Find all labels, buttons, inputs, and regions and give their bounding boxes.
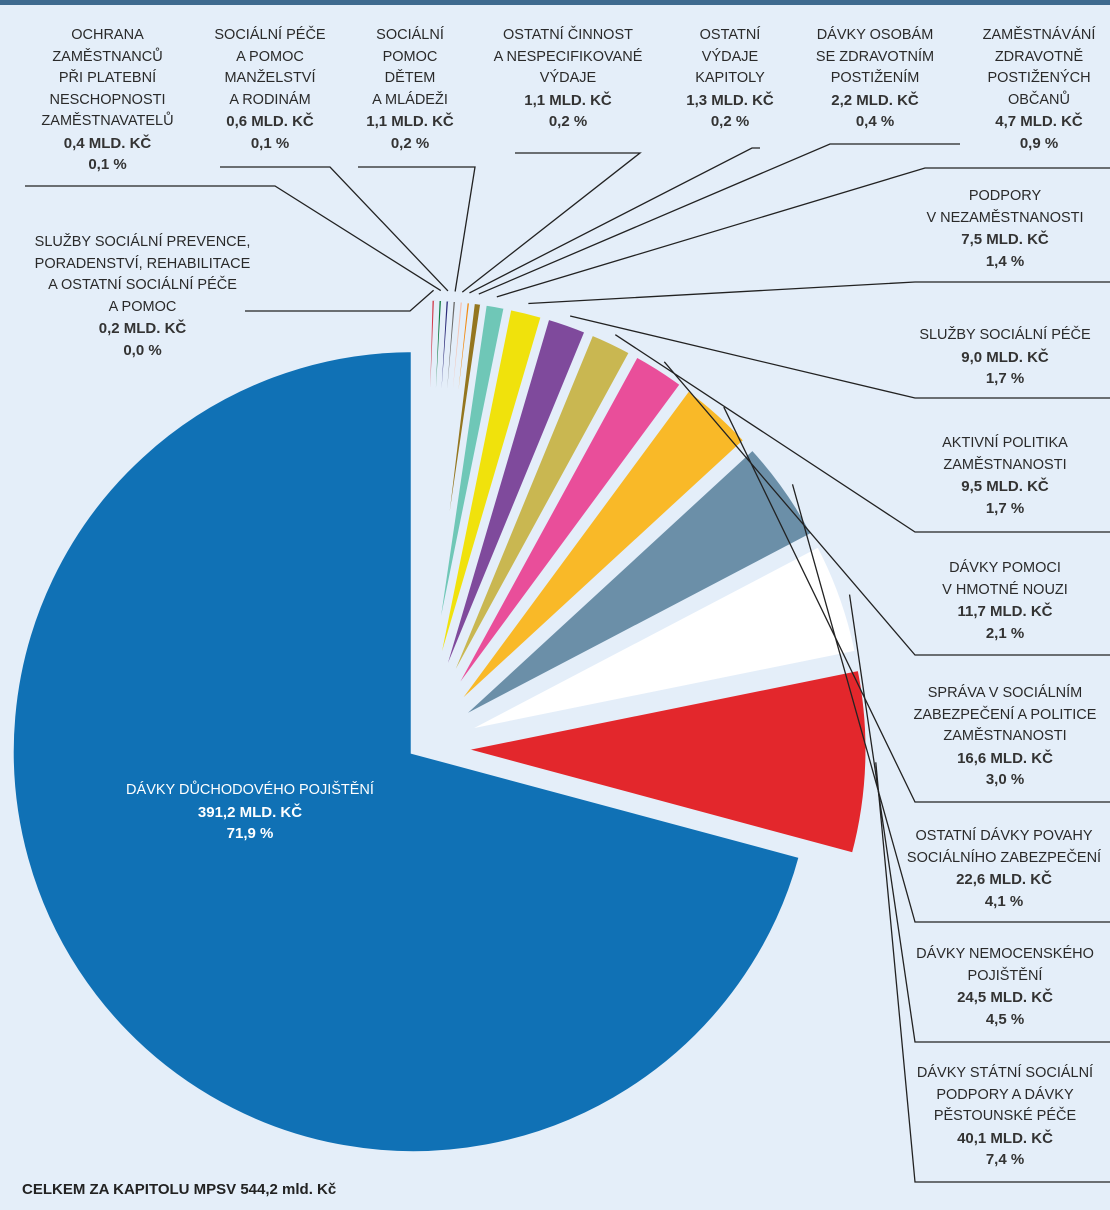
leader-line — [461, 152, 642, 293]
slice-value: 24,5 mld. Kč — [957, 989, 1053, 1006]
slice-label: AKTIVNÍ POLITIKA ZAMĚSTNANOSTI 9,5 mld. K… — [900, 433, 1110, 519]
slice-percent: 0,2 % — [548, 113, 588, 130]
slice-value: 391,2 mld. Kč — [197, 803, 303, 821]
slice-percent: 0,4 % — [855, 113, 895, 130]
pie-slice — [444, 384, 750, 719]
leader-line — [496, 167, 1110, 298]
slice-value: 16,6 mld. Kč — [957, 749, 1053, 767]
slice-label: SPRÁVA V SOCIÁLNÍM ZABEZPEČENÍ A POLITIC… — [900, 683, 1110, 791]
slice-name: DÁVKY DŮCHODOVÉHO POJIŠTĚNÍ — [126, 782, 374, 798]
pie-slice — [450, 444, 818, 727]
slice-percent: 0,1 % — [88, 156, 127, 173]
leader-line — [723, 406, 1110, 803]
slice-name: SOCIÁLNÍ POMOC DĚTEM A MLÁDEŽI — [372, 27, 448, 108]
pie-slice — [429, 313, 591, 710]
slice-label: SOCIÁLNÍ POMOC DĚTEM A MLÁDEŽI 1,1 mld. K… — [350, 25, 470, 154]
slice-label: PODPORY V NEZAMĚSTNANOSTI 7,5 mld. Kč 1,4 … — [900, 186, 1110, 272]
pie-slice — [425, 304, 547, 708]
slice-label: DÁVKY STÁTNÍ SOCIÁLNÍ PODPORY A DÁVKY PĚ… — [900, 1063, 1110, 1171]
slice-value: 2,2 mld. Kč — [831, 91, 919, 109]
leader-line — [25, 185, 442, 292]
leader-line — [469, 147, 760, 294]
slice-name: SPRÁVA V SOCIÁLNÍM ZABEZPEČENÍ A POLITIC… — [913, 685, 1097, 744]
slice-value: 1,1 mld. Kč — [366, 113, 454, 130]
slice-name: ZAMĚSTNÁVÁNÍ ZDRAVOTNĚ POSTIŽENÝCH OBČAN… — [982, 27, 1096, 108]
chart-total: CELKEM ZA KAPITOLU MPSV 544,2 mld. Kč — [22, 1181, 337, 1198]
slice-name: DÁVKY POMOCI V HMOTNÉ NOUZI — [942, 560, 1068, 598]
slice-percent: 7,4 % — [985, 1151, 1025, 1168]
slice-label: DÁVKY DŮCHODOVÉHO POJIŠTĚNÍ 391,2 mld. Kč… — [95, 780, 405, 845]
slice-label: DÁVKY OSOBÁM SE ZDRAVOTNÍM POSTIŽENÍM 2,2… — [800, 25, 950, 133]
slice-name: OCHRANA ZAMĚSTNANCŮ PŘI PLATEBNÍ NESCHOP… — [41, 27, 174, 129]
slice-name: SLUŽBY SOCIÁLNÍ PREVENCE, PORADENSTVÍ, R… — [34, 234, 251, 315]
slice-label: OSTATNÍ VÝDAJE KAPITOLY 1,3 mld. Kč 0,2 % — [670, 25, 790, 133]
slice-label: SLUŽBY SOCIÁLNÍ PÉČE 9,0 mld. Kč 1,7 % — [900, 325, 1110, 390]
slice-percent: 2,1 % — [985, 624, 1025, 642]
slice-value: 0,6 mld. Kč — [226, 113, 314, 130]
slice-value: 22,6 mld. Kč — [956, 871, 1052, 888]
slice-percent: 1,4 % — [985, 252, 1025, 270]
slice-percent: 0,2 % — [710, 113, 750, 130]
slice-name: OSTATNÍ ČINNOST A NESPECIFIKOVANÉ VÝDAJE — [493, 27, 643, 86]
slice-percent: 0,1 % — [250, 134, 290, 152]
leader-line — [614, 334, 1110, 533]
slice-value: 9,5 mld. Kč — [961, 478, 1049, 495]
slice-percent: 1,7 % — [985, 370, 1025, 387]
slice-name: DÁVKY STÁTNÍ SOCIÁLNÍ PODPORY A DÁVKY PĚ… — [916, 1065, 1094, 1124]
leader-line — [848, 594, 1110, 1043]
leader-line — [569, 315, 1110, 399]
slice-name: AKTIVNÍ POLITIKA ZAMĚSTNANOSTI — [942, 435, 1068, 473]
leader-line — [528, 281, 1110, 305]
leader-line — [875, 762, 1110, 1183]
leader-line — [791, 484, 1110, 923]
leader-line — [245, 289, 435, 312]
slice-percent: 71,9 % — [226, 825, 274, 842]
slice-percent: 1,7 % — [985, 499, 1025, 517]
slice-label: DÁVKY NEMOCENSKÉHO POJIŠTĚNÍ 24,5 mld. Kč… — [900, 944, 1110, 1030]
slice-label: SOCIÁLNÍ PÉČE A POMOC MANŽELSTVÍ A RODIN… — [200, 25, 340, 154]
slice-name: DÁVKY OSOBÁM SE ZDRAVOTNÍM POSTIŽENÍM — [815, 27, 935, 86]
slice-percent: 3,0 % — [985, 771, 1025, 788]
pie-slice — [8, 347, 805, 1157]
slice-label: ZAMĚSTNÁVÁNÍ ZDRAVOTNĚ POSTIŽENÝCH OBČAN… — [968, 25, 1110, 154]
leader-line — [663, 361, 1110, 656]
slice-value: 4,7 mld. Kč — [995, 113, 1083, 130]
slice-value: 0,2 mld. Kč — [98, 320, 187, 337]
slice-percent: 4,5 % — [985, 1010, 1025, 1028]
slice-name: PODPORY V NEZAMĚSTNANOSTI — [926, 188, 1084, 226]
slice-percent: 0,2 % — [390, 134, 430, 152]
slice-percent: 4,1 % — [984, 892, 1024, 910]
slice-value: 1,3 mld. Kč — [686, 91, 774, 109]
slice-label: DÁVKY POMOCI V HMOTNÉ NOUZI 11,7 mld. Kč 2… — [900, 558, 1110, 644]
leader-line — [220, 166, 449, 292]
leader-line — [478, 143, 960, 295]
slice-value: 9,0 mld. Kč — [961, 348, 1049, 366]
pie-slice — [433, 329, 636, 712]
slice-label: OSTATNÍ DÁVKY POVAHY SOCIÁLNÍHO ZABEZPEČ… — [898, 826, 1110, 912]
slice-label: OSTATNÍ ČINNOST A NESPECIFIKOVANÉ VÝDAJE… — [478, 25, 658, 133]
slice-value: 1,1 mld. Kč — [524, 91, 612, 109]
slice-percent: 0,9 % — [1019, 134, 1059, 152]
slice-value: 0,4 mld. Kč — [63, 134, 152, 152]
slice-percent: 0,0 % — [123, 341, 162, 359]
pie-slice — [416, 295, 440, 707]
slice-value: 11,7 mld. Kč — [957, 603, 1053, 620]
slice-label: SLUŽBY SOCIÁLNÍ PREVENCE, PORADENSTVÍ, R… — [15, 232, 270, 361]
slice-name: SOCIÁLNÍ PÉČE A POMOC MANŽELSTVÍ A RODIN… — [214, 27, 326, 108]
leader-line — [358, 166, 476, 292]
slice-label: OCHRANA ZAMĚSTNANCŮ PŘI PLATEBNÍ NESCHOP… — [10, 25, 205, 176]
slice-name: SLUŽBY SOCIÁLNÍ PÉČE — [919, 327, 1091, 343]
slice-name: OSTATNÍ DÁVKY POVAHY SOCIÁLNÍHO ZABEZPEČ… — [906, 828, 1102, 866]
slice-name: OSTATNÍ VÝDAJE KAPITOLY — [695, 27, 765, 86]
slice-name: DÁVKY NEMOCENSKÉHO POJIŠTĚNÍ — [916, 946, 1094, 984]
slice-value: 40,1 mld. Kč — [957, 1129, 1053, 1147]
slice-value: 7,5 mld. Kč — [961, 231, 1049, 248]
